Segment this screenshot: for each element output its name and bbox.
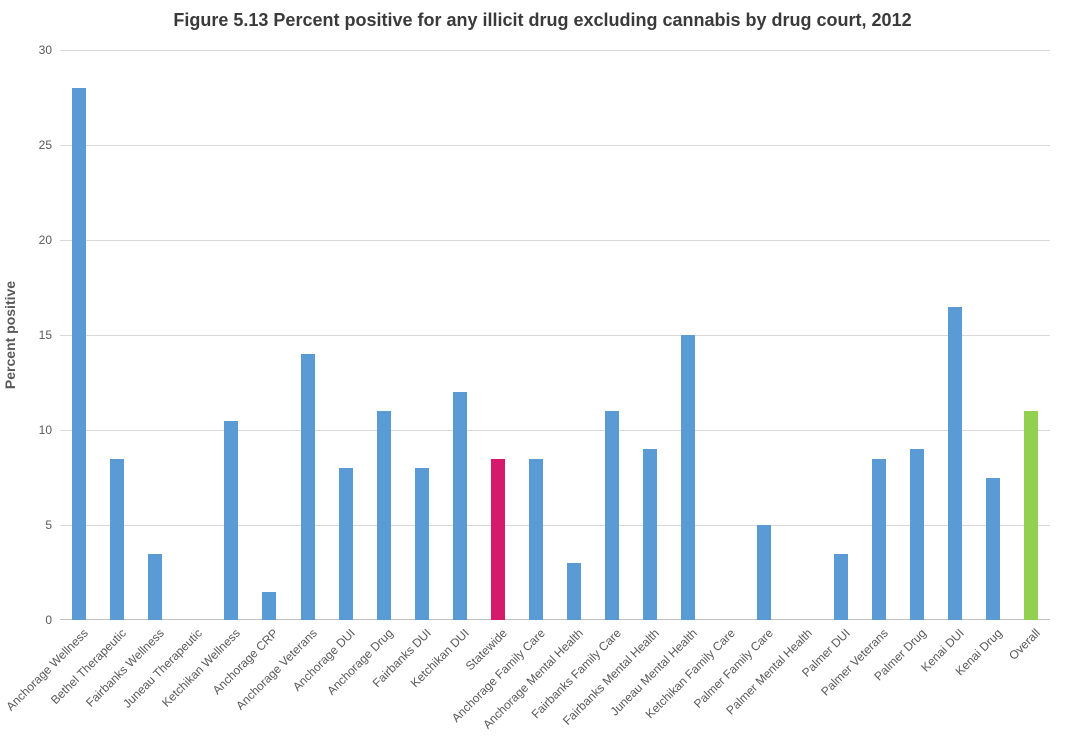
chart-title: Figure 5.13 Percent positive for any ill…: [0, 10, 1085, 31]
bar: [491, 459, 505, 621]
grid-line: [60, 430, 1050, 431]
bar: [834, 554, 848, 621]
grid-line: [60, 525, 1050, 526]
bar: [910, 449, 924, 620]
y-tick-label: 20: [39, 233, 52, 247]
bar: [681, 335, 695, 620]
x-axis-line: [60, 619, 1050, 620]
bar: [872, 459, 886, 621]
bar: [224, 421, 238, 621]
bar: [339, 468, 353, 620]
y-tick-label: 10: [39, 423, 52, 437]
y-axis-label: Percent positive: [2, 281, 18, 389]
bar: [453, 392, 467, 620]
bar: [643, 449, 657, 620]
bar-chart: Figure 5.13 Percent positive for any ill…: [0, 0, 1085, 754]
y-tick-label: 15: [39, 328, 52, 342]
bar: [148, 554, 162, 621]
bar: [262, 592, 276, 621]
y-tick-label: 25: [39, 138, 52, 152]
grid-line: [60, 335, 1050, 336]
bar: [948, 307, 962, 621]
grid-line: [60, 145, 1050, 146]
y-tick-label: 30: [39, 43, 52, 57]
grid-line: [60, 50, 1050, 51]
bar: [567, 563, 581, 620]
bar: [301, 354, 315, 620]
bar: [415, 468, 429, 620]
grid-line: [60, 240, 1050, 241]
bar: [377, 411, 391, 620]
bar: [1024, 411, 1038, 620]
y-tick-label: 5: [45, 518, 52, 532]
bar: [757, 525, 771, 620]
bar: [529, 459, 543, 621]
plot-area: 051015202530Anchorage WellnessBethel The…: [60, 50, 1050, 620]
bar: [986, 478, 1000, 621]
y-tick-label: 0: [45, 613, 52, 627]
bar: [110, 459, 124, 621]
bar: [605, 411, 619, 620]
bar: [72, 88, 86, 620]
